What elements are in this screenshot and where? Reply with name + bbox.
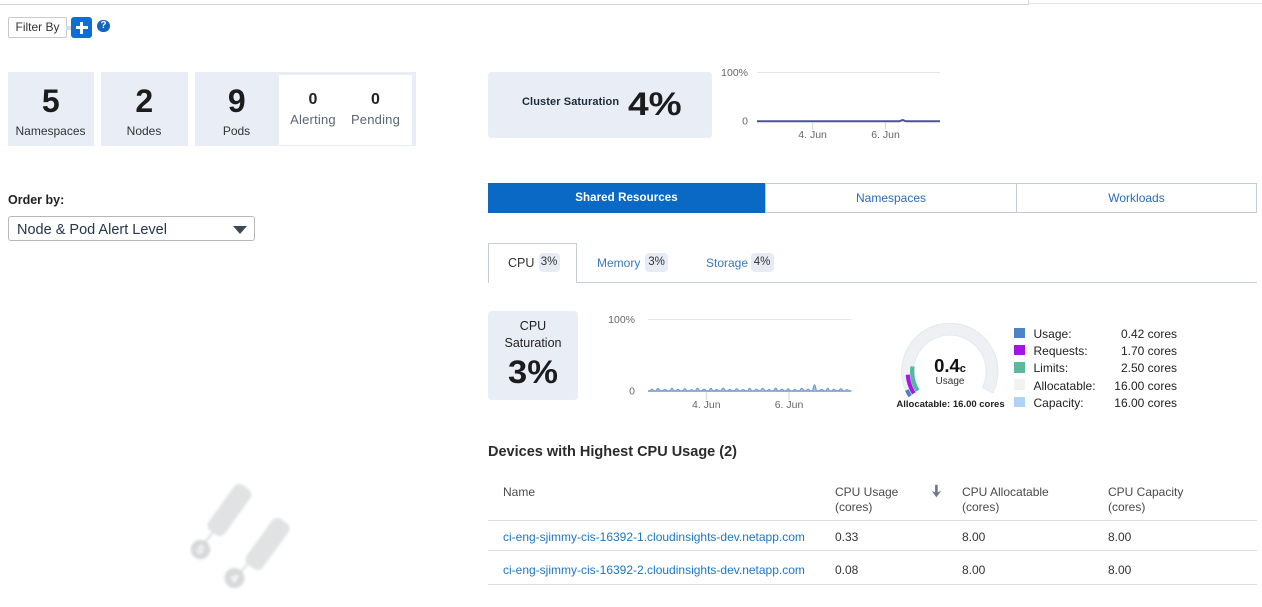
- svg-text:4. Jun: 4. Jun: [798, 129, 827, 141]
- svg-text:100%: 100%: [608, 314, 635, 326]
- svg-text:100%: 100%: [721, 67, 748, 79]
- svg-text:6. Jun: 6. Jun: [871, 129, 900, 141]
- svg-text:0: 0: [742, 116, 748, 128]
- svg-text:0: 0: [629, 386, 635, 398]
- svg-text:4. Jun: 4. Jun: [692, 399, 721, 411]
- svg-text:6. Jun: 6. Jun: [775, 399, 804, 411]
